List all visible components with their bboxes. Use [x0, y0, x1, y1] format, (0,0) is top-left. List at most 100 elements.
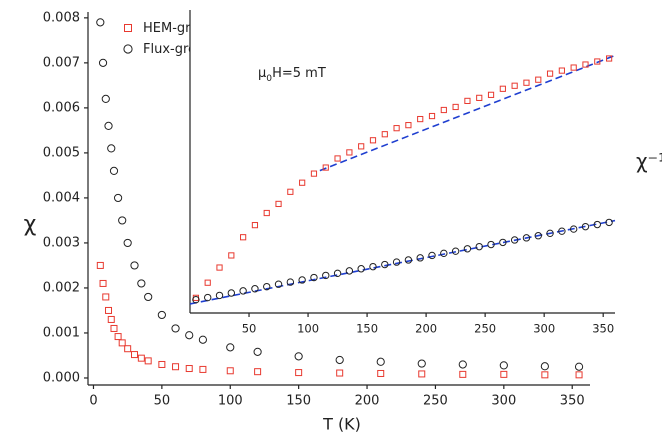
- data-point: [345, 267, 354, 275]
- data-point: [487, 91, 495, 98]
- data-point: [499, 361, 508, 370]
- data-point: [464, 97, 471, 105]
- data-point: [216, 264, 223, 271]
- data-point: [475, 242, 483, 251]
- data-point: [428, 251, 436, 260]
- data-point: [131, 351, 139, 359]
- data-point: [322, 271, 330, 280]
- data-point: [476, 94, 483, 101]
- data-point: [124, 345, 132, 353]
- data-point: [511, 82, 518, 89]
- data-point: [463, 245, 472, 253]
- y-tick-label: 0.002: [43, 280, 80, 295]
- data-point: [369, 262, 377, 271]
- data-point: [172, 363, 180, 371]
- data-point: [96, 261, 104, 269]
- data-point: [263, 282, 271, 291]
- x-tick-label: 350: [592, 322, 614, 336]
- data-point: [157, 310, 166, 320]
- data-point: [274, 280, 283, 288]
- data-point: [118, 339, 126, 347]
- x-tick-label: 50: [242, 322, 257, 336]
- data-point: [263, 209, 270, 217]
- data-point: [546, 229, 554, 238]
- data-point: [534, 232, 542, 240]
- data-point: [144, 292, 153, 302]
- data-point: [144, 357, 152, 365]
- data-point: [523, 79, 530, 86]
- data-point: [226, 367, 234, 375]
- data-point: [428, 112, 436, 120]
- data-point: [510, 236, 519, 244]
- data-point: [215, 291, 224, 300]
- x-tick-label: 150: [356, 322, 378, 336]
- data-point: [535, 76, 542, 83]
- data-point: [240, 234, 247, 241]
- inset-y-axis-label: χ⁻¹: [636, 149, 662, 173]
- data-point: [605, 55, 613, 62]
- y-tick-label: 0.003: [43, 235, 80, 250]
- x-tick-label: 300: [491, 394, 516, 409]
- data-point: [558, 227, 566, 235]
- data-point: [416, 254, 424, 262]
- data-point: [459, 370, 467, 378]
- x-tick-label: 150: [286, 394, 311, 409]
- data-point: [275, 200, 282, 208]
- data-point: [381, 260, 389, 269]
- data-point: [192, 295, 200, 304]
- data-point: [346, 149, 353, 156]
- x-tick-label: 250: [474, 322, 496, 336]
- data-point: [440, 249, 448, 258]
- data-point: [322, 164, 329, 171]
- data-point: [286, 278, 295, 286]
- data-point: [582, 61, 589, 68]
- y-tick-label: 0.005: [43, 145, 80, 160]
- x-tick-label: 300: [533, 322, 555, 336]
- data-point: [204, 279, 211, 286]
- x-tick-label: 250: [423, 394, 448, 409]
- data-point: [593, 220, 601, 229]
- data-point: [130, 261, 139, 270]
- data-point: [574, 362, 584, 371]
- data-point: [227, 289, 236, 297]
- data-point: [310, 170, 318, 177]
- data-point: [575, 371, 583, 379]
- data-point: [570, 64, 577, 71]
- data-point: [335, 355, 344, 365]
- data-point: [499, 85, 506, 92]
- data-point: [393, 125, 400, 132]
- data-point: [204, 293, 212, 302]
- x-axis-label: T (K): [322, 415, 361, 434]
- data-point: [418, 370, 426, 378]
- data-point: [594, 58, 601, 65]
- x-tick-label: 100: [218, 394, 243, 409]
- data-point: [185, 331, 194, 340]
- y-tick-label: 0.008: [43, 10, 80, 25]
- data-point: [581, 222, 590, 231]
- x-tick-label: 200: [415, 322, 437, 336]
- data-point: [299, 179, 306, 186]
- data-point: [405, 122, 412, 129]
- data-point: [251, 285, 259, 293]
- x-tick-label: 350: [560, 394, 585, 409]
- data-point: [499, 238, 507, 247]
- data-point: [254, 368, 262, 376]
- data-point: [458, 360, 467, 369]
- data-point: [605, 218, 613, 227]
- data-point: [522, 234, 531, 242]
- data-point: [109, 166, 119, 176]
- data-point: [558, 67, 565, 74]
- inset-frame: [190, 10, 615, 313]
- data-point: [381, 131, 388, 138]
- data-point: [546, 70, 554, 77]
- fit-line: [319, 54, 616, 172]
- data-point: [295, 369, 303, 377]
- y-tick-label: 0.006: [43, 100, 80, 115]
- y-tick-label: 0.004: [43, 190, 80, 205]
- fit-line: [189, 219, 616, 305]
- data-point: [540, 362, 549, 371]
- data-point: [369, 137, 377, 144]
- x-tick-label: 200: [355, 394, 380, 409]
- data-point: [336, 369, 344, 377]
